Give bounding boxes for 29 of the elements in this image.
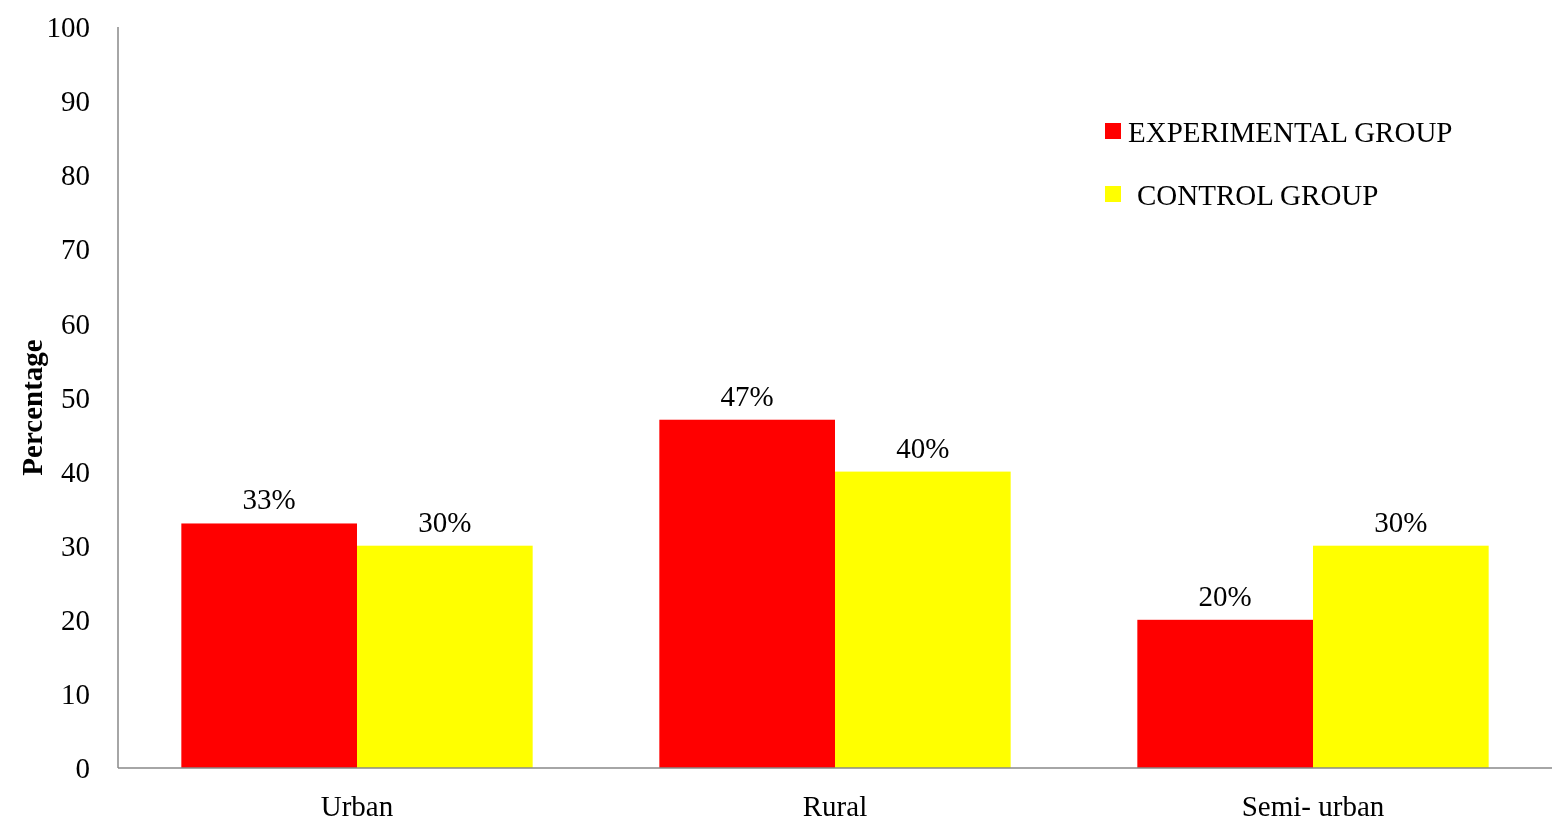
y-axis-title: Percentage — [16, 339, 48, 476]
legend-label: CONTROL GROUP — [1137, 179, 1379, 212]
x-tick-label: Rural — [802, 790, 868, 822]
bar — [1137, 619, 1313, 768]
bar — [357, 545, 533, 768]
y-tick-label: 70 — [61, 233, 90, 266]
bar — [659, 419, 835, 768]
bar — [835, 471, 1011, 768]
bar — [181, 523, 357, 768]
data-label: 30% — [418, 505, 472, 538]
data-label: 40% — [896, 431, 950, 464]
y-tick-label: 100 — [46, 11, 90, 44]
y-tick-label: 0 — [75, 752, 90, 785]
legend-label: EXPERIMENTAL GROUP — [1128, 116, 1453, 149]
y-tick-label: 30 — [61, 529, 90, 562]
bar — [1313, 545, 1489, 768]
y-tick-label: 90 — [61, 85, 90, 118]
x-tick-label: Semi- urban — [1241, 790, 1385, 822]
y-tick-label: 60 — [61, 307, 90, 340]
y-tick-label: 10 — [61, 678, 90, 711]
data-label: 30% — [1374, 505, 1428, 538]
data-label: 47% — [720, 379, 774, 412]
data-label: 33% — [242, 483, 296, 516]
y-tick-label: 20 — [61, 603, 90, 636]
x-tick-label: Urban — [320, 790, 394, 822]
y-tick-label: 40 — [61, 455, 90, 488]
y-tick-label: 80 — [61, 159, 90, 192]
data-label: 20% — [1198, 579, 1252, 612]
y-tick-label: 50 — [61, 381, 90, 414]
